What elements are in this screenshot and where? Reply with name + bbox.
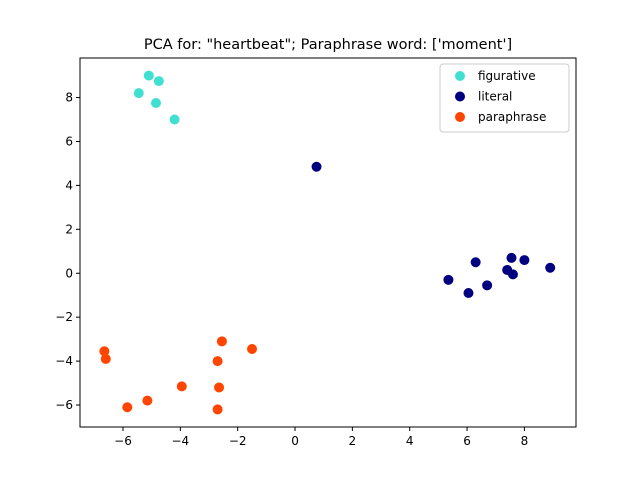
figurative-point	[133, 88, 144, 99]
paraphrase-point	[214, 382, 225, 393]
x-tick-label: 8	[521, 434, 529, 448]
x-tick-label: 2	[349, 434, 357, 448]
paraphrase-point	[212, 356, 223, 367]
x-tick-label: 4	[406, 434, 414, 448]
x-tick-label: −2	[229, 434, 247, 448]
literal-point	[470, 257, 481, 268]
legend-marker-literal	[455, 91, 465, 102]
literal-point	[463, 288, 474, 299]
literal-point	[482, 280, 493, 291]
plot-marks	[99, 70, 556, 415]
legend: figurative literal paraphrase	[439, 63, 570, 133]
y-tick-label: 6	[65, 134, 73, 148]
x-tick-label: 6	[463, 434, 471, 448]
legend-label-literal: literal	[478, 90, 512, 104]
paraphrase-point	[122, 402, 133, 413]
figurative-point	[153, 76, 164, 87]
y-tick-label: 4	[65, 178, 73, 192]
paraphrase-point	[176, 381, 187, 392]
figurative-point	[150, 98, 161, 109]
y-tick-label: 0	[65, 266, 73, 280]
figurative-point	[143, 70, 154, 81]
legend-box	[439, 63, 570, 133]
plot-frame	[79, 57, 577, 428]
y-axis: −6 −4 −2 0 2 4 6 8	[55, 91, 80, 412]
y-tick-label: −2	[55, 310, 73, 324]
y-tick-label: 8	[65, 91, 73, 105]
paraphrase-point	[212, 404, 223, 415]
y-tick-label: 2	[65, 222, 73, 236]
literal-point	[519, 255, 530, 266]
literal-point	[506, 252, 517, 263]
literal-point	[507, 269, 518, 280]
paraphrase-point	[247, 344, 258, 355]
chart-title: PCA for: "heartbeat"; Paraphrase word: […	[144, 37, 512, 53]
x-axis: −6 −4 −2 0 2 4 6 8	[114, 427, 528, 448]
paraphrase-point	[100, 353, 111, 364]
paraphrase-point	[99, 346, 110, 357]
legend-marker-figurative	[455, 71, 465, 81]
legend-marker-paraphrase	[455, 112, 465, 122]
x-tick-label: 0	[291, 434, 299, 448]
literal-point	[443, 274, 454, 285]
y-tick-label: −6	[55, 398, 73, 412]
y-tick-label: −4	[55, 354, 73, 368]
paraphrase-point	[142, 395, 153, 406]
x-tick-label: −6	[114, 434, 132, 448]
literal-point	[311, 161, 322, 172]
legend-label-figurative: figurative	[478, 69, 536, 83]
literal-point	[545, 262, 556, 273]
paraphrase-point	[216, 336, 227, 347]
x-tick-label: −4	[171, 434, 189, 448]
legend-label-paraphrase: paraphrase	[478, 110, 546, 124]
figurative-point	[169, 114, 180, 125]
